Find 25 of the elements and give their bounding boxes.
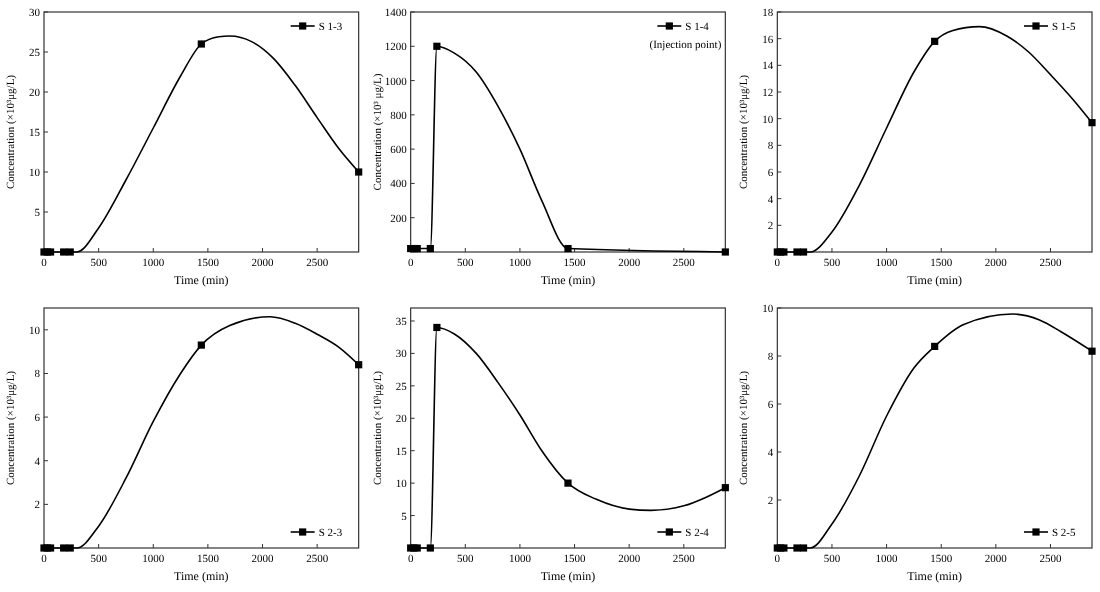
point [721,484,729,492]
point [197,40,205,48]
point [931,37,939,45]
point [426,544,434,552]
point [197,341,205,349]
point [60,544,68,552]
point [66,248,74,256]
point [433,42,441,50]
point [413,244,421,253]
point [721,248,729,256]
point [1088,347,1096,355]
point [355,168,363,176]
point [433,323,441,332]
point [60,248,68,256]
point [66,544,74,552]
point [426,244,434,253]
point [355,361,363,369]
point [793,248,801,256]
point [799,544,808,552]
point [1088,119,1096,127]
point [564,244,572,253]
point [931,342,939,350]
point [793,544,801,552]
point [564,479,572,487]
point [799,248,808,256]
